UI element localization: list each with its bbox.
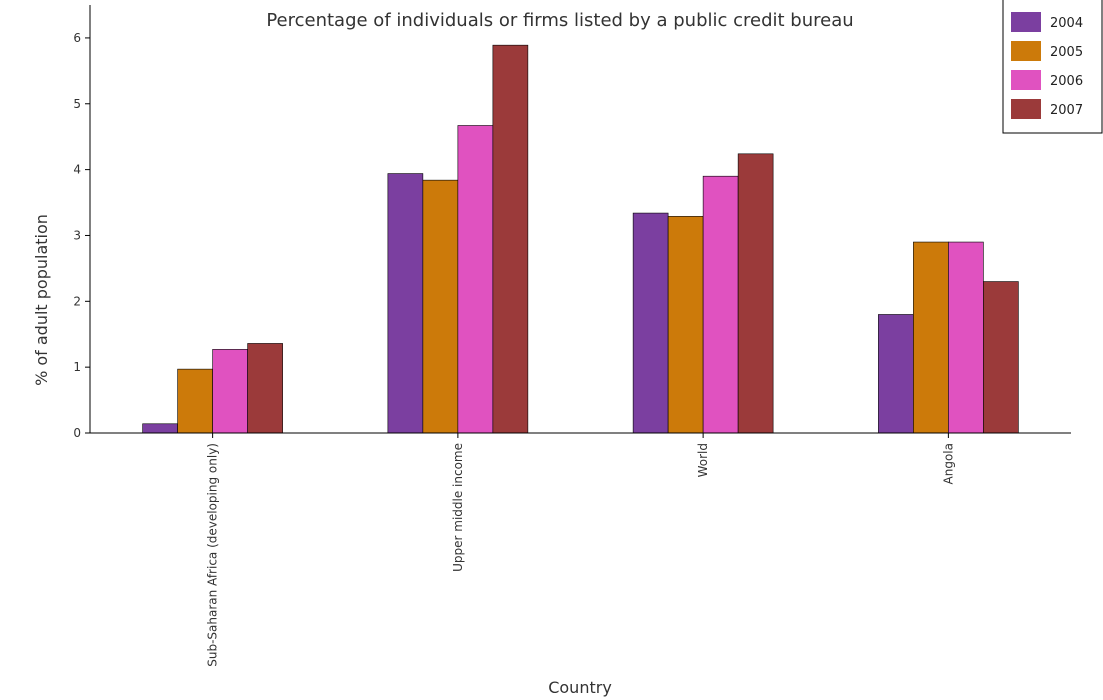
y-tick-label: 3 — [73, 228, 81, 242]
y-tick-label: 6 — [73, 31, 81, 45]
bar-2007-2 — [737, 153, 774, 434]
y-tick-label: 0 — [73, 426, 81, 440]
y-tick-label: 4 — [73, 163, 81, 177]
bar-2004-3 — [878, 314, 914, 434]
bar-2007-3 — [983, 281, 1019, 434]
legend-swatch-2004 — [1011, 12, 1041, 32]
x-tick-label: Upper middle income — [451, 443, 465, 572]
legend-swatch-2006 — [1011, 70, 1041, 90]
y-tick-label: 1 — [73, 360, 81, 374]
bar-2004-1 — [387, 173, 424, 434]
bar-2007-0 — [247, 343, 283, 434]
legend-swatch-2005 — [1011, 41, 1041, 61]
bar-2006-0 — [212, 349, 248, 434]
bar-2005-2 — [667, 216, 704, 434]
bar-2005-1 — [422, 179, 459, 434]
bar-2006-2 — [702, 175, 739, 434]
y-tick-label: 5 — [73, 97, 81, 111]
legend-label: 2004 — [1050, 16, 1083, 31]
bars — [142, 44, 1019, 434]
bar-2005-3 — [913, 241, 949, 434]
bar-2006-3 — [948, 241, 984, 434]
chart-title: Percentage of individuals or firms liste… — [266, 10, 853, 31]
y-axis-label: % of adult population — [32, 214, 51, 386]
legend-label: 2007 — [1050, 103, 1083, 118]
bar-2007-1 — [492, 44, 529, 434]
y-tick-label: 2 — [73, 294, 81, 308]
legend-swatch-2007 — [1011, 99, 1041, 119]
legend-label: 2006 — [1050, 74, 1083, 89]
x-axis: Sub-Saharan Africa (developing only) Uppe… — [206, 433, 955, 667]
bar-2004-0 — [142, 423, 178, 434]
bar-2004-2 — [632, 212, 669, 434]
legend: 2004 2005 2006 2007 — [1002, 0, 1103, 134]
x-tick-label: Angola — [941, 443, 955, 484]
bar-2006-1 — [457, 125, 494, 434]
x-tick-label: Sub-Saharan Africa (developing only) — [206, 443, 220, 667]
bar-2005-0 — [177, 368, 213, 434]
x-axis-label: Country — [548, 678, 612, 697]
x-tick-label: World — [696, 443, 710, 477]
legend-label: 2005 — [1050, 45, 1083, 60]
y-axis: 0 1 2 3 4 5 6 — [73, 31, 90, 440]
